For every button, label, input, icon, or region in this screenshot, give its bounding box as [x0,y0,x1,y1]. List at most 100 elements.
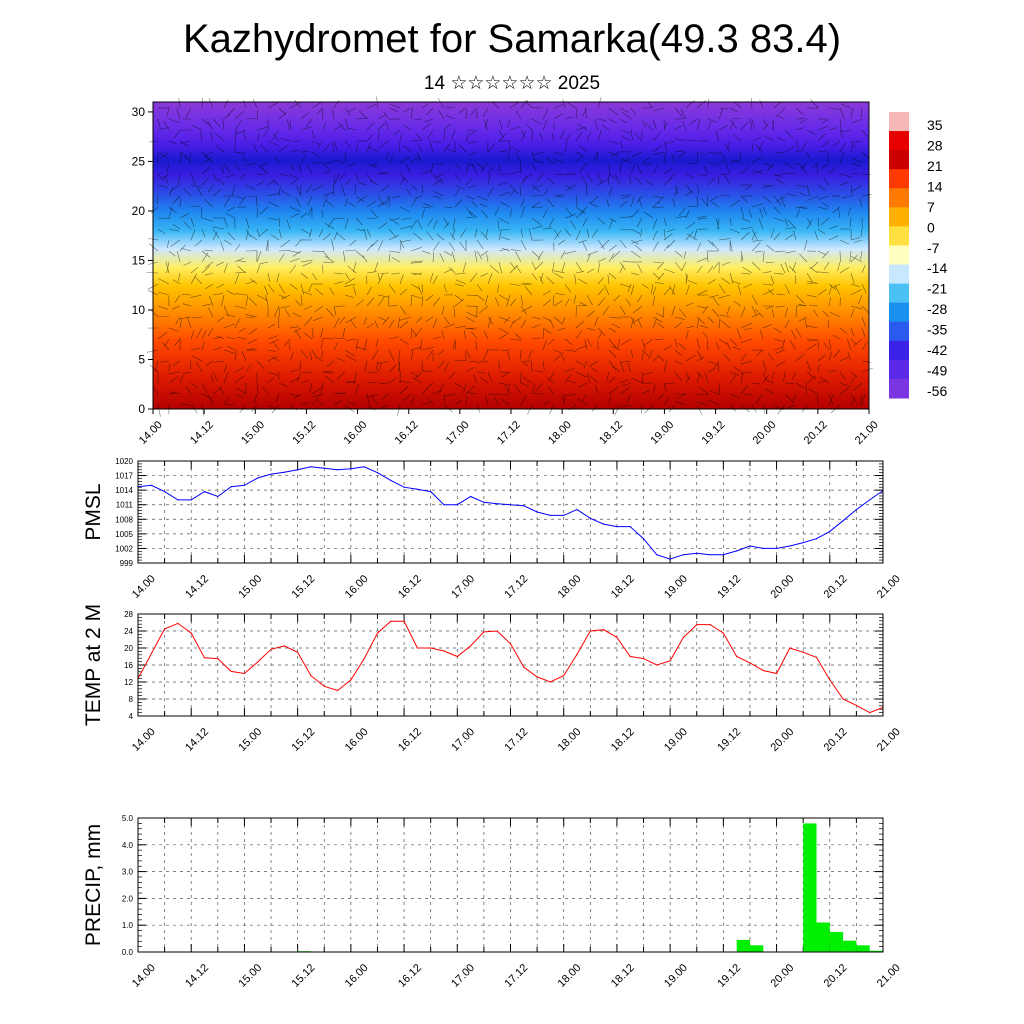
wind-barb [839,266,850,274]
wind-barb [608,162,611,175]
wind-barb [289,178,299,186]
wind-barb [729,393,740,399]
wind-barb [234,318,241,329]
wind-barb [713,261,720,270]
wind-barb [729,121,735,131]
wind-barb [804,239,808,251]
wind-barb [333,99,340,109]
wind-barb [520,129,526,138]
wind-barb [701,198,709,208]
wind-barb [403,107,412,113]
wind-barb [286,219,291,230]
wind-barb [245,230,249,241]
wind-barb [247,338,258,345]
wind-barb [744,327,753,331]
wind-barb [172,360,181,366]
wind-barb [718,107,724,120]
wind-barb [817,250,827,256]
x-tick-label: 21.00 [853,419,881,447]
wind-barb [822,310,830,318]
wind-barb [807,338,819,342]
wind-barb [597,130,602,142]
x-tick-label: 20.00 [768,573,796,601]
wind-barb [289,206,301,212]
wind-barb [619,305,626,315]
x-tick-label: 17.12 [502,962,530,990]
wind-barb [597,262,601,274]
wind-barb [718,107,729,109]
wind-barb [465,195,476,200]
wind-barb [437,360,445,369]
wind-barb [256,208,258,219]
wind-barb [857,294,863,305]
wind-barb [489,265,500,274]
wind-barb [597,239,605,250]
wind-barb [674,250,683,258]
wind-barb [476,162,484,170]
wind-barb [711,241,720,252]
wind-barb [652,272,660,280]
wind-barb [832,334,841,340]
wind-barb [810,261,819,270]
wind-barb [725,162,731,175]
wind-barb [762,283,774,286]
wind-barb [161,341,170,351]
wind-barb [674,184,678,195]
wind-barb [421,401,432,406]
wind-barb [537,250,544,261]
data-point [815,656,818,659]
wind-barb [336,232,346,241]
wind-barb [674,215,687,219]
wind-barb [785,250,797,254]
x-tick-label: 16.12 [396,726,424,754]
x-tick-label: 19.00 [662,726,690,754]
wind-barb [663,121,668,131]
wind-barb [626,393,632,404]
wind-barb [740,231,750,241]
wind-barb [666,228,676,233]
wind-barb [465,216,475,219]
wind-barb [531,129,534,142]
wind-barb [612,366,621,373]
wind-barb [428,397,434,406]
data-point [829,530,831,533]
wind-barb [731,280,742,285]
wind-barb [469,210,478,219]
wind-barb [410,371,419,378]
x-tick-label: 17.00 [449,962,477,990]
wind-barb [465,162,476,167]
wind-barb [423,203,434,208]
data-point [150,484,152,486]
wind-barb [487,371,493,382]
wind-barb [740,121,749,131]
wind-barb [704,372,709,384]
wind-barb [697,217,709,220]
wind-barb [377,273,384,285]
wind-barb [762,195,772,204]
wind-barb [718,294,731,299]
wind-barb [608,173,616,180]
wind-barb [377,201,386,208]
wind-barb [363,338,368,351]
wind-barb [289,326,299,329]
wind-barb [322,250,330,259]
wind-barb [463,382,467,394]
wind-barb [553,349,564,355]
wind-barb [663,287,671,296]
wind-barb [267,102,279,109]
colorbar-segment [889,321,909,342]
wind-barb [619,360,625,372]
data-point [297,469,299,471]
data-point [470,645,472,647]
wind-barb [795,127,804,131]
wind-barb [531,337,541,340]
wind-barb [344,151,346,163]
wind-barb [294,99,302,109]
wind-barb [323,371,335,373]
wind-barb [158,291,170,296]
x-tick-label: 14.00 [130,573,158,601]
data-point [243,672,245,675]
colorbar-segment [889,131,909,151]
data-point [536,511,538,513]
